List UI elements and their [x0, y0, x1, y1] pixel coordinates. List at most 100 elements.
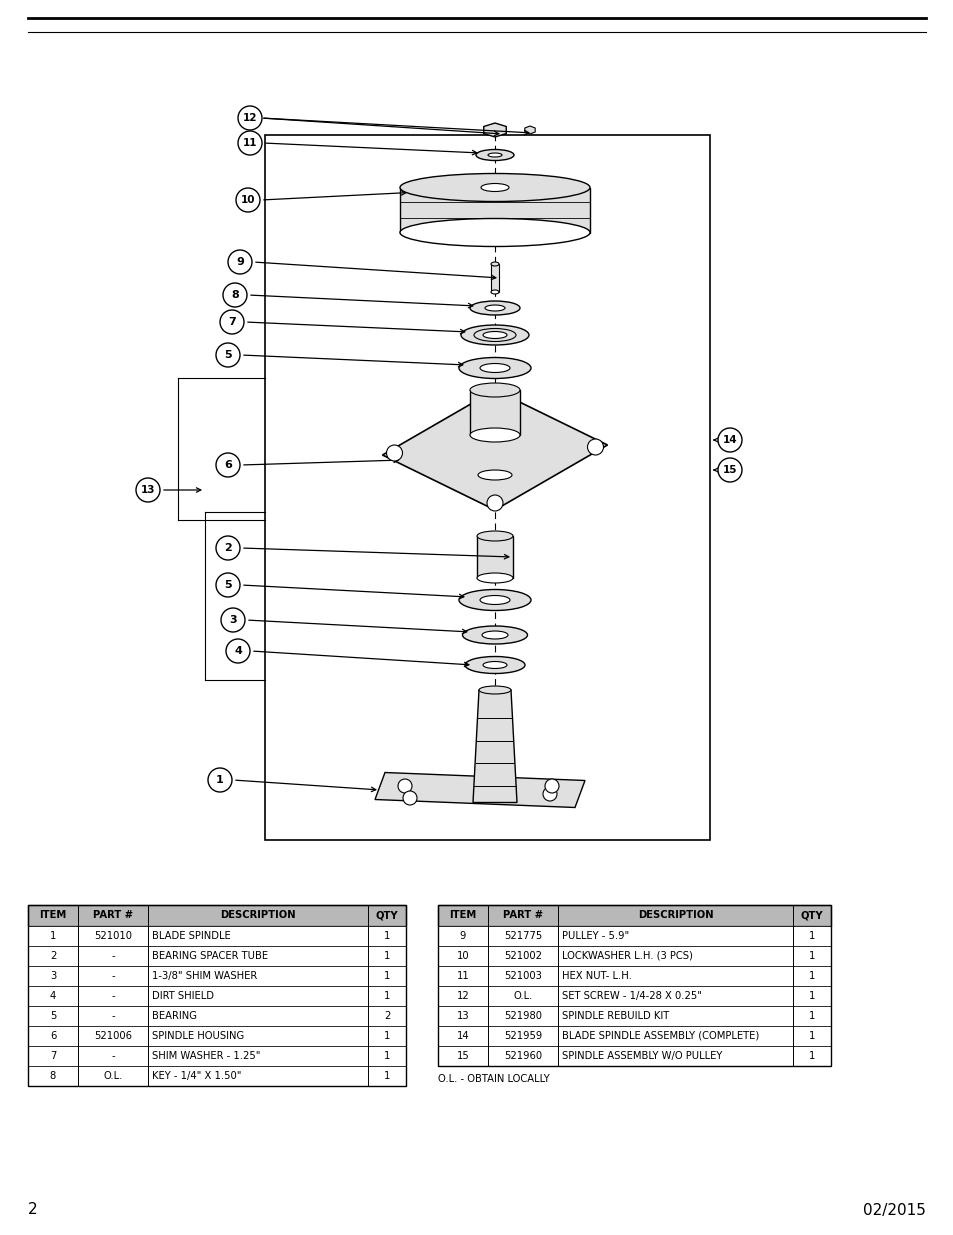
Text: -: - [112, 971, 114, 981]
Circle shape [386, 445, 402, 461]
Text: -: - [112, 951, 114, 961]
Polygon shape [524, 126, 535, 135]
Bar [28, 1007, 406, 1026]
Text: SPINDLE REBUILD KIT: SPINDLE REBUILD KIT [561, 1011, 669, 1021]
Text: 1: 1 [383, 971, 390, 981]
Text: 1: 1 [808, 951, 814, 961]
Bar [476, 536, 513, 578]
Polygon shape [375, 773, 584, 808]
Text: SPINDLE ASSEMBLY W/O PULLEY: SPINDLE ASSEMBLY W/O PULLEY [561, 1051, 721, 1061]
Text: 4: 4 [50, 990, 56, 1002]
Text: QTY: QTY [375, 910, 398, 920]
Circle shape [587, 438, 603, 454]
Circle shape [208, 768, 232, 792]
Text: 521959: 521959 [503, 1031, 541, 1041]
Circle shape [215, 573, 240, 597]
Text: O.L.: O.L. [103, 1071, 123, 1081]
Bar [437, 905, 830, 926]
Text: 2: 2 [50, 951, 56, 961]
Ellipse shape [458, 589, 531, 610]
Text: 14: 14 [722, 435, 737, 445]
Ellipse shape [479, 595, 510, 604]
Circle shape [544, 779, 558, 793]
Polygon shape [382, 390, 607, 510]
Ellipse shape [479, 363, 510, 373]
Text: 1: 1 [808, 1051, 814, 1061]
Circle shape [215, 536, 240, 559]
Ellipse shape [399, 219, 589, 247]
Text: 1: 1 [383, 1071, 390, 1081]
Circle shape [718, 429, 741, 452]
Ellipse shape [476, 531, 513, 541]
Text: PULLEY - 5.9": PULLEY - 5.9" [561, 931, 629, 941]
Text: 1: 1 [216, 776, 224, 785]
Text: 521006: 521006 [94, 1031, 132, 1041]
Circle shape [402, 790, 416, 805]
Ellipse shape [470, 383, 519, 396]
Text: 1: 1 [808, 1011, 814, 1021]
Text: 5: 5 [224, 580, 232, 590]
Text: LOCKWASHER L.H. (3 PCS): LOCKWASHER L.H. (3 PCS) [561, 951, 692, 961]
Text: 12: 12 [242, 112, 257, 124]
Text: 11: 11 [456, 971, 469, 981]
Text: 11: 11 [242, 138, 257, 148]
Bar [28, 1026, 406, 1046]
Circle shape [226, 638, 250, 663]
Text: 3: 3 [50, 971, 56, 981]
Ellipse shape [474, 329, 516, 342]
Ellipse shape [480, 184, 509, 191]
Circle shape [228, 249, 252, 274]
Text: 2: 2 [28, 1203, 37, 1218]
Text: HEX NUT- L.H.: HEX NUT- L.H. [561, 971, 631, 981]
Circle shape [215, 453, 240, 477]
Text: 521980: 521980 [503, 1011, 541, 1021]
Text: 3: 3 [229, 615, 236, 625]
Text: 5: 5 [50, 1011, 56, 1021]
Ellipse shape [470, 429, 519, 442]
Bar [437, 1026, 830, 1046]
Text: 521010: 521010 [94, 931, 132, 941]
Ellipse shape [477, 471, 512, 480]
Bar [437, 1007, 830, 1026]
Polygon shape [483, 124, 506, 137]
Bar [28, 905, 406, 926]
Text: 02/2015: 02/2015 [862, 1203, 925, 1218]
Text: SPINDLE HOUSING: SPINDLE HOUSING [152, 1031, 244, 1041]
Text: PART #: PART # [92, 910, 132, 920]
Text: BLADE SPINDLE: BLADE SPINDLE [152, 931, 231, 941]
Text: 521002: 521002 [503, 951, 541, 961]
Text: 1: 1 [383, 1051, 390, 1061]
Text: 6: 6 [50, 1031, 56, 1041]
Circle shape [235, 188, 260, 212]
Text: 8: 8 [50, 1071, 56, 1081]
Text: SHIM WASHER - 1.25": SHIM WASHER - 1.25" [152, 1051, 260, 1061]
Bar [437, 1046, 830, 1066]
Circle shape [221, 608, 245, 632]
Circle shape [486, 389, 502, 405]
Bar [28, 926, 406, 946]
Text: 9: 9 [235, 257, 244, 267]
Circle shape [223, 283, 247, 308]
Text: 9: 9 [459, 931, 466, 941]
Text: 7: 7 [228, 317, 235, 327]
Text: 1-3/8" SHIM WASHER: 1-3/8" SHIM WASHER [152, 971, 257, 981]
Ellipse shape [476, 149, 514, 161]
Bar [437, 905, 830, 1066]
Ellipse shape [458, 357, 531, 378]
Ellipse shape [399, 173, 589, 201]
Text: BEARING: BEARING [152, 1011, 196, 1021]
Circle shape [486, 495, 502, 511]
Circle shape [718, 458, 741, 482]
Text: 4: 4 [233, 646, 242, 656]
Circle shape [237, 106, 262, 130]
Text: 2: 2 [224, 543, 232, 553]
Text: 1: 1 [383, 931, 390, 941]
Circle shape [136, 478, 160, 501]
Ellipse shape [484, 305, 504, 311]
Polygon shape [399, 188, 589, 232]
Text: 10: 10 [240, 195, 255, 205]
Text: 1: 1 [50, 931, 56, 941]
Text: 8: 8 [231, 290, 238, 300]
Text: 1: 1 [383, 990, 390, 1002]
Bar [437, 966, 830, 986]
